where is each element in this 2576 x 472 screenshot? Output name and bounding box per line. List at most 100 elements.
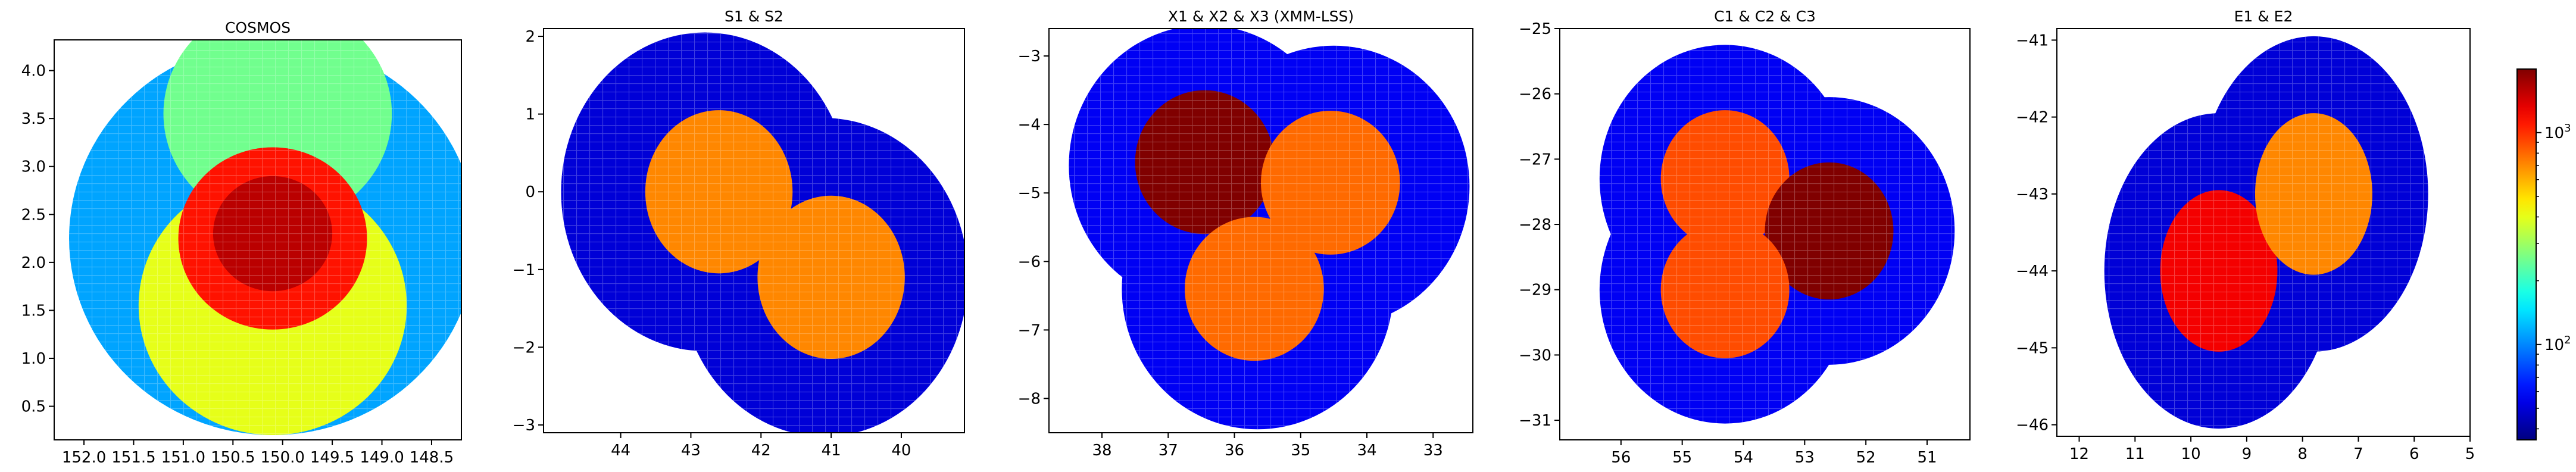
x-tick-label-1-1: 43 <box>681 442 701 460</box>
x-tick-label-3-4: 52 <box>1856 449 1876 467</box>
axes-frame-4 <box>2056 28 2471 437</box>
panel-3: C1 & C2 & C3 56 55 54 53 52 51 −31 −30 −29 −28 −27 −… <box>1519 8 1971 467</box>
x-tick-label-4-2: 10 <box>2181 445 2201 463</box>
x-tick-label-1-0: 44 <box>611 442 630 460</box>
y-tick-label-4-3: −43 <box>2016 186 2049 204</box>
panel-1: S1 & S2 44 43 42 41 40 −3 −2 −1 0 1 2 <box>513 8 965 460</box>
axes-frame-0 <box>54 39 462 440</box>
x-tick-label-0-6: 149.0 <box>360 449 404 467</box>
panel-title-1: S1 & S2 <box>725 8 783 25</box>
x-tick-label-0-0: 152.0 <box>62 449 106 467</box>
region-texture-2-3 <box>1135 90 1275 235</box>
x-tick-label-2-4: 34 <box>1357 442 1376 460</box>
region-texture-1-2 <box>645 110 793 274</box>
y-tick-label-3-6: −25 <box>1519 20 1551 38</box>
region-texture-0-4 <box>213 176 333 292</box>
panel-4: E1 & E2 12 11 10 9 8 7 6 5 −46 −45 −44 −43 −42 −41 <box>2016 8 2475 463</box>
panel-title-4: E1 & E2 <box>2234 8 2293 25</box>
colorbar-tick-label-0: 102 <box>2544 334 2571 354</box>
y-tick-label-1-5: 2 <box>525 28 535 46</box>
colorbar: 102 103 <box>2516 68 2571 440</box>
x-tick-label-3-5: 51 <box>1917 449 1937 467</box>
y-tick-label-1-3: 0 <box>525 183 535 201</box>
region-texture-3-4 <box>1765 162 1894 300</box>
y-tick-label-4-1: −45 <box>2016 339 2049 357</box>
y-tick-label-3-5: −26 <box>1519 86 1551 104</box>
y-tick-label-2-1: −7 <box>1018 321 1041 339</box>
y-tick-label-1-2: −1 <box>513 261 535 279</box>
y-tick-label-2-3: −5 <box>1018 185 1041 202</box>
x-tick-label-3-0: 56 <box>1611 449 1631 467</box>
y-tick-label-4-0: −46 <box>2016 417 2049 435</box>
x-tick-label-4-7: 5 <box>2465 445 2475 463</box>
x-tick-label-3-3: 53 <box>1795 449 1815 467</box>
axes-frame-1 <box>543 28 965 433</box>
y-tick-label-4-2: −44 <box>2016 262 2049 280</box>
y-tick-label-3-3: −28 <box>1519 216 1551 234</box>
y-tick-label-2-4: −4 <box>1018 116 1041 134</box>
y-tick-label-3-0: −31 <box>1519 412 1551 430</box>
panel-title-2: X1 & X2 & X3 (XMM-LSS) <box>1168 8 1354 25</box>
x-tick-label-0-5: 149.5 <box>310 449 354 467</box>
y-tick-label-0-7: 4.0 <box>21 62 46 80</box>
region-texture-4-2 <box>2160 190 2278 352</box>
y-tick-label-1-4: 1 <box>525 106 535 124</box>
y-tick-label-3-2: −29 <box>1519 282 1551 299</box>
x-tick-label-0-3: 150.5 <box>211 449 255 467</box>
axes-frame-3 <box>1559 28 1971 440</box>
region-texture-1-3 <box>757 195 905 359</box>
colorbar-scale <box>2516 68 2537 440</box>
y-tick-label-0-2: 1.5 <box>21 302 46 320</box>
y-tick-label-0-6: 3.5 <box>21 110 46 128</box>
x-tick-label-0-1: 151.5 <box>111 449 155 467</box>
y-tick-label-4-4: −42 <box>2016 109 2049 127</box>
panel-title-0: COSMOS <box>225 19 291 36</box>
colorbar-tick-label-1: 103 <box>2544 122 2571 142</box>
y-tick-label-0-3: 2.0 <box>21 254 46 272</box>
x-tick-label-3-2: 54 <box>1734 449 1753 467</box>
y-tick-label-2-5: −3 <box>1018 48 1041 65</box>
y-tick-label-0-0: 0.5 <box>21 398 46 416</box>
panel-title-3: C1 & C2 & C3 <box>1714 8 1816 25</box>
heatmap-0 <box>69 40 461 435</box>
region-texture-2-5 <box>1185 217 1324 361</box>
heatmap-1 <box>561 32 964 433</box>
y-tick-label-4-5: −41 <box>2016 32 2049 49</box>
y-tick-label-0-1: 1.0 <box>21 350 46 368</box>
panel-2: X1 & X2 & X3 (XMM-LSS) 38 37 36 35 34 33 −8 −7 −6… <box>1018 8 1473 460</box>
x-tick-label-2-0: 38 <box>1092 442 1111 460</box>
panel-0: COSMOS 152.0 151.5 151.0 150.5 150.0 149.5 149.… <box>21 19 462 467</box>
x-tick-label-1-4: 40 <box>891 442 911 460</box>
x-tick-label-2-2: 36 <box>1225 442 1244 460</box>
x-tick-label-1-2: 42 <box>751 442 771 460</box>
x-tick-label-0-7: 148.5 <box>410 449 454 467</box>
region-texture-3-3 <box>1660 110 1790 248</box>
y-tick-label-0-5: 3.0 <box>21 158 46 176</box>
y-tick-label-2-2: −6 <box>1018 253 1041 271</box>
y-tick-label-0-4: 2.5 <box>21 206 46 224</box>
heatmap-3 <box>1599 45 1955 424</box>
x-tick-label-2-5: 33 <box>1423 442 1443 460</box>
x-tick-label-4-0: 12 <box>2069 445 2089 463</box>
x-tick-label-4-3: 9 <box>2242 445 2252 463</box>
y-tick-label-3-1: −30 <box>1519 346 1551 364</box>
region-texture-4-3 <box>2255 113 2372 275</box>
x-tick-label-0-4: 150.0 <box>260 449 304 467</box>
axes-frame-2 <box>1048 28 1473 433</box>
x-tick-label-4-5: 7 <box>2353 445 2363 463</box>
x-tick-label-1-3: 41 <box>822 442 841 460</box>
y-tick-label-1-1: −2 <box>513 339 535 357</box>
y-tick-label-1-0: −3 <box>513 417 535 435</box>
x-tick-label-3-1: 55 <box>1672 449 1692 467</box>
x-tick-label-4-1: 11 <box>2125 445 2145 463</box>
x-tick-label-2-1: 37 <box>1159 442 1178 460</box>
x-tick-label-4-6: 6 <box>2409 445 2419 463</box>
region-texture-2-4 <box>1261 111 1400 255</box>
x-tick-label-2-3: 35 <box>1291 442 1310 460</box>
y-tick-label-3-4: −27 <box>1519 151 1551 168</box>
region-texture-3-5 <box>1660 221 1790 358</box>
heatmap-2 <box>1069 29 1470 430</box>
y-tick-label-2-0: −8 <box>1018 390 1041 408</box>
x-tick-label-4-4: 8 <box>2297 445 2308 463</box>
